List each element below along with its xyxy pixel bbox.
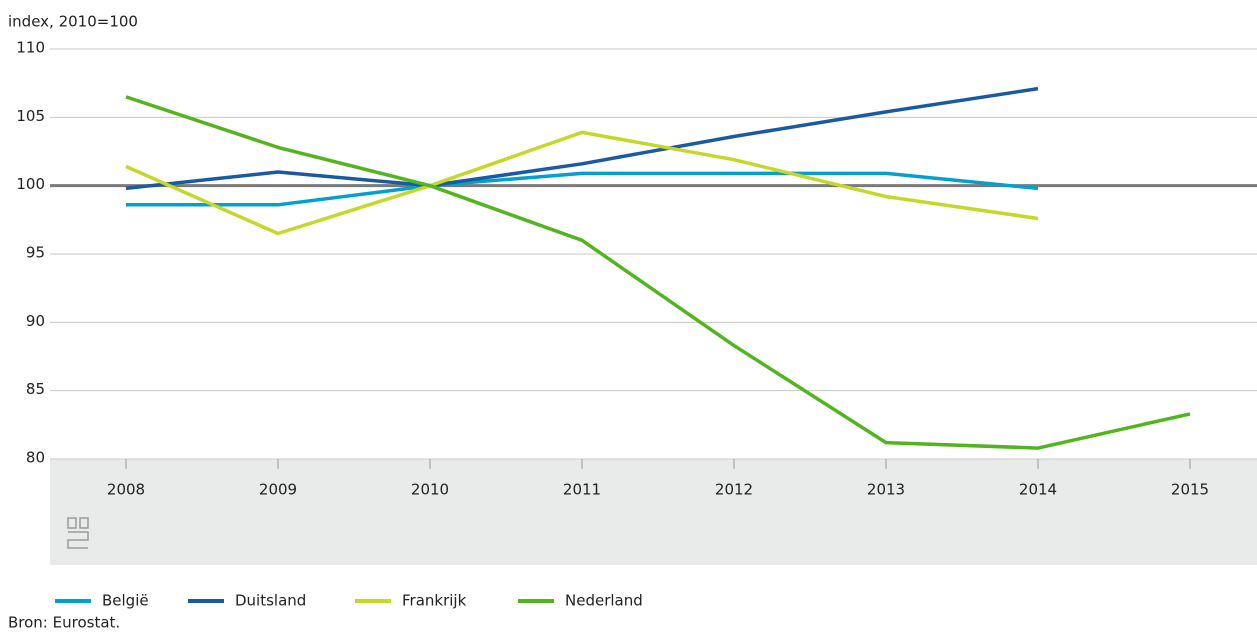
y-tick-label: 105	[16, 107, 45, 125]
x-tick-label: 2013	[867, 481, 905, 499]
y-tick-label: 110	[16, 39, 45, 57]
legend-label: Frankrijk	[402, 592, 467, 610]
series-line	[125, 95, 1191, 450]
x-tick-label: 2012	[715, 481, 753, 499]
y-tick-label: 90	[26, 312, 45, 330]
series-line	[126, 171, 1039, 207]
x-tick-label: 2014	[1019, 481, 1057, 499]
x-tick-label: 2010	[411, 481, 449, 499]
source: Bron: Eurostat.	[8, 614, 120, 632]
y-axis-label: index, 2010=100	[8, 13, 138, 31]
series-line	[125, 86, 1039, 191]
y-tick-label: 95	[26, 244, 45, 262]
x-axis-band	[50, 459, 1257, 565]
y-tick-label: 85	[26, 380, 45, 398]
legend-label: Duitsland	[235, 592, 306, 610]
logo	[67, 517, 89, 549]
legend-label: Nederland	[565, 592, 643, 610]
y-tick-label: 80	[26, 449, 45, 467]
legend-label: België	[102, 592, 149, 610]
y-tick-label: 100	[16, 175, 45, 193]
x-tick-label: 2008	[107, 481, 145, 499]
series-line	[125, 130, 1039, 236]
x-tick-label: 2009	[259, 481, 297, 499]
x-tick-label: 2011	[563, 481, 601, 499]
x-tick-label: 2015	[1171, 481, 1209, 499]
